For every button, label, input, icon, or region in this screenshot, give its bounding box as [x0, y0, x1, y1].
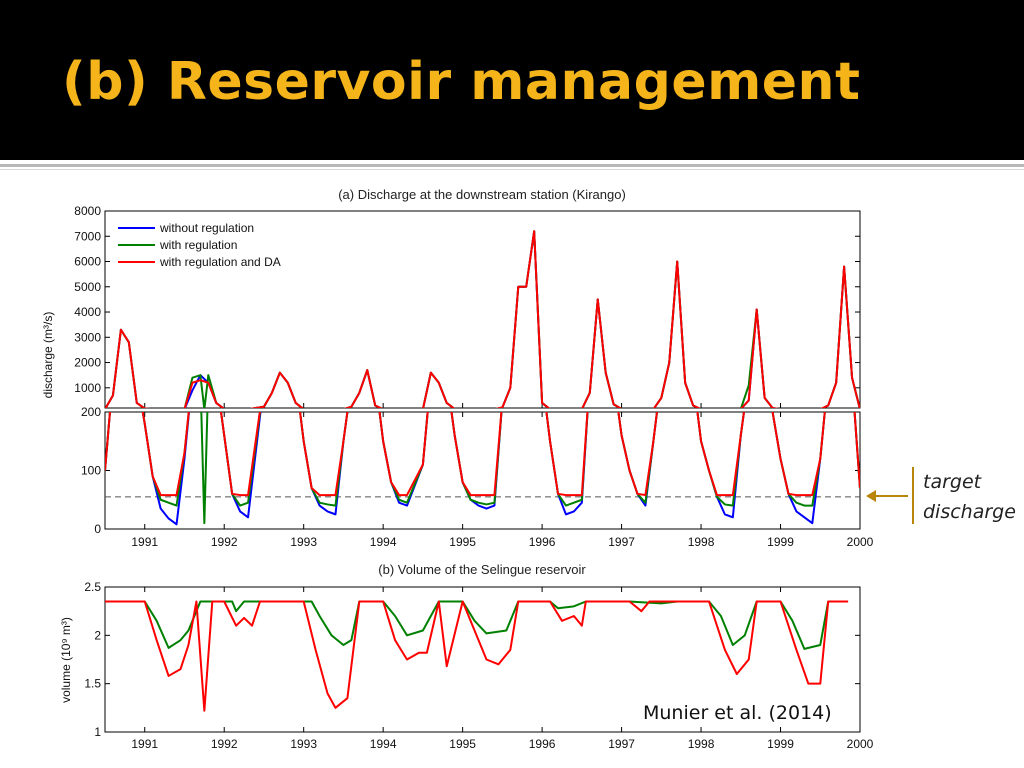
legend: without regulation with regulation with …	[118, 221, 281, 269]
x-tick-label: 2000	[847, 737, 874, 751]
volume-panel-frame	[104, 586, 861, 733]
y-tick-label: 0	[94, 522, 101, 536]
x-tick-label: 1997	[608, 737, 635, 751]
x-tick-label: 1994	[370, 737, 397, 751]
series-line-with-regulation	[105, 600, 849, 650]
y-tick-label: 200	[81, 405, 101, 419]
discharge-axis-label: discharge (m³/s)	[41, 312, 55, 399]
annotation-arrow-head-icon	[866, 490, 876, 502]
slide-title: (b) Reservoir management	[62, 52, 861, 112]
discharge-chart: (a) Discharge at the downstream station …	[41, 187, 874, 549]
x-tick-label: 1997	[608, 535, 635, 549]
x-tick-label: 1991	[131, 535, 158, 549]
discharge-chart-title: (a) Discharge at the downstream station …	[338, 187, 626, 202]
y-tick-label: 5000	[74, 280, 101, 294]
y-tick-label: 7000	[74, 229, 101, 243]
y-tick-label: 8000	[74, 204, 101, 218]
x-tick-label: 1993	[290, 737, 317, 751]
y-tick-label: 4000	[74, 305, 101, 319]
target-discharge-annotation: target discharge	[866, 467, 1016, 524]
x-tick-label: 1999	[767, 737, 794, 751]
y-tick-label: 3000	[74, 330, 101, 344]
volume-chart: (b) Volume of the Selingue reservoir 2.5…	[59, 562, 874, 751]
y-tick-label: 100	[81, 464, 101, 478]
title-bar	[0, 0, 1024, 160]
y-tick-label: 6000	[74, 255, 101, 269]
x-tick-label: 1999	[767, 535, 794, 549]
volume-chart-title: (b) Volume of the Selingue reservoir	[378, 562, 586, 577]
y-tick-label: 1	[94, 725, 101, 739]
citation: Munier et al. (2014)	[643, 702, 832, 724]
lower-panel-frame	[104, 411, 861, 530]
x-tick-label: 1995	[449, 737, 476, 751]
x-tick-label: 2000	[847, 535, 874, 549]
series-line-with-regulation-and-DA	[105, 600, 849, 712]
y-tick-label: 2.5	[84, 580, 101, 594]
x-tick-label: 1994	[370, 535, 397, 549]
y-tick-label: 2000	[74, 356, 101, 370]
annotation-target: target	[923, 471, 983, 493]
x-tick-label: 1993	[290, 535, 317, 549]
volume-axis-label: volume (10⁹ m³)	[59, 617, 73, 703]
x-tick-label: 1992	[211, 737, 238, 751]
x-tick-label: 1995	[449, 535, 476, 549]
divider-line-thin	[0, 169, 1024, 170]
x-tick-label: 1998	[688, 737, 715, 751]
legend-label-with-regulation-da: with regulation and DA	[159, 255, 281, 269]
x-tick-label: 1998	[688, 535, 715, 549]
divider-line	[0, 164, 1024, 167]
legend-label-with-regulation: with regulation	[159, 238, 237, 252]
x-tick-label: 1996	[529, 535, 556, 549]
x-tick-label: 1992	[211, 535, 238, 549]
y-tick-label: 1.5	[84, 677, 101, 691]
upper-panel-frame	[104, 210, 861, 409]
y-tick-label: 2	[94, 628, 101, 642]
series-line-low-with-regulation-and-DA	[105, 412, 860, 497]
x-tick-label: 1991	[131, 737, 158, 751]
y-tick-label: 1000	[74, 381, 101, 395]
annotation-discharge: discharge	[923, 501, 1016, 523]
x-tick-label: 1996	[529, 737, 556, 751]
legend-label-without-regulation: without regulation	[159, 221, 254, 235]
